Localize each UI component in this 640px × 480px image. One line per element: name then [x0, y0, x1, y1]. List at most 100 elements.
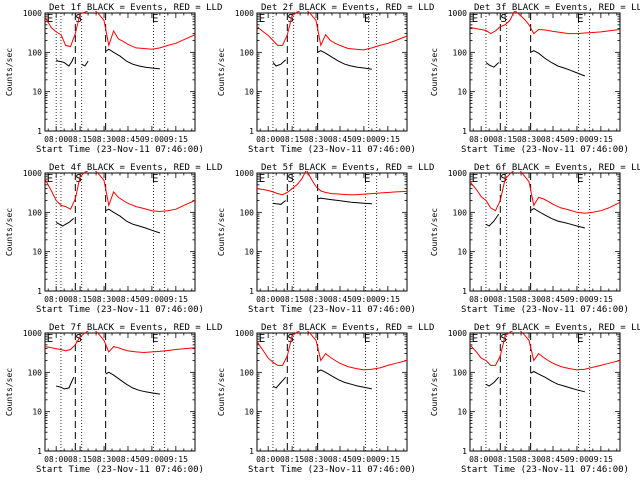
x-axis-label: Start Time (23-Nov-11 07:46:00)	[461, 305, 629, 315]
y-tick-label: 10	[457, 408, 467, 417]
x-tick-label: 08:30	[92, 295, 116, 304]
x-tick-label: 08:45	[328, 455, 352, 464]
marker-e: E	[364, 332, 371, 345]
y-tick-label: 100	[240, 208, 255, 217]
plot-frame	[44, 12, 196, 132]
x-tick-label: 08:45	[116, 135, 140, 144]
x-tick-label: 08:00	[44, 295, 68, 304]
y-tick-label: 100	[28, 48, 43, 57]
y-tick-label: 1	[249, 127, 254, 136]
x-tick-label: 09:00	[565, 135, 589, 144]
y-axis-label: Counts/sec	[217, 48, 226, 96]
x-tick-label: 09:15	[589, 135, 613, 144]
y-tick-label: 10	[457, 248, 467, 257]
marker-e: E	[577, 332, 584, 345]
x-tick-label: 08:45	[116, 295, 140, 304]
y-tick-label: 10	[244, 88, 254, 97]
x-tick-label: 08:30	[92, 455, 116, 464]
chart-title: Det 8f BLACK = Events, RED = LLD	[261, 323, 434, 333]
x-tick-label: 09:15	[376, 295, 400, 304]
y-tick-label: 10	[244, 248, 254, 257]
y-tick-label: 1	[462, 447, 467, 456]
x-axis-label: Start Time (23-Nov-11 07:46:00)	[36, 465, 204, 475]
x-tick-label: 08:45	[328, 135, 352, 144]
x-tick-label: 09:15	[589, 295, 613, 304]
x-tick-label: 09:15	[376, 135, 400, 144]
y-tick-label: 1	[37, 447, 42, 456]
marker-e: E	[364, 172, 371, 185]
series-line-lld	[45, 171, 195, 213]
x-tick-label: 08:00	[44, 135, 68, 144]
x-tick-label: 08:15	[280, 455, 304, 464]
y-axis-label: Counts/sec	[5, 208, 14, 256]
y-tick-label: 1000	[235, 329, 254, 338]
x-tick-label: 09:15	[164, 295, 188, 304]
y-axis-label: Counts/sec	[5, 48, 14, 96]
panel-det-5: Det 5f BLACK = Events, RED = LLD 1 10 100 10…	[217, 163, 434, 315]
marker-e: E	[259, 172, 266, 185]
y-axis-label: Counts/sec	[5, 368, 14, 416]
x-tick-label: 08:15	[68, 455, 92, 464]
x-tick-label: 08:30	[304, 135, 328, 144]
series-line-events	[272, 200, 287, 205]
series-line-lld	[45, 331, 195, 354]
chart-title: Det 7f BLACK = Events, RED = LLD	[49, 323, 222, 333]
marker-s: S	[287, 12, 294, 25]
y-axis-label: Counts/sec	[217, 368, 226, 416]
marker-e: E	[364, 12, 371, 25]
chart-title: Det 4f BLACK = Events, RED = LLD	[49, 163, 222, 173]
x-tick-label: 08:00	[256, 295, 280, 304]
x-tick-label: 08:00	[469, 135, 493, 144]
x-tick-label: 09:00	[352, 135, 376, 144]
marker-s: S	[500, 332, 507, 345]
x-tick-label: 08:30	[304, 455, 328, 464]
panel-det-1: Det 1f BLACK = Events, RED = LLD 1 10 100 10…	[5, 3, 222, 155]
x-tick-label: 08:45	[116, 455, 140, 464]
y-tick-label: 1	[37, 127, 42, 136]
x-axis-label: Start Time (23-Nov-11 07:46:00)	[36, 305, 204, 315]
y-tick-label: 10	[32, 408, 42, 417]
y-tick-label: 1000	[23, 329, 42, 338]
x-tick-label: 08:45	[541, 455, 565, 464]
marker-e: E	[47, 332, 54, 345]
series-line-events	[272, 59, 287, 67]
y-tick-label: 1000	[448, 9, 467, 18]
marker-s: S	[500, 12, 507, 25]
x-tick-label: 08:15	[493, 295, 517, 304]
marker-e: E	[152, 12, 159, 25]
x-tick-label: 08:00	[469, 455, 493, 464]
x-tick-label: 08:45	[541, 135, 565, 144]
y-tick-label: 10	[457, 88, 467, 97]
panel-det-4: Det 4f BLACK = Events, RED = LLD 1 10 100 10…	[5, 163, 222, 315]
panel-det-6: Det 6f BLACK = Events, RED = LLD 1 10 100 10…	[430, 163, 640, 315]
plot-frame	[256, 12, 408, 132]
marker-e: E	[577, 12, 584, 25]
x-axis-label: Start Time (23-Nov-11 07:46:00)	[248, 465, 416, 475]
panel-det-2: Det 2f BLACK = Events, RED = LLD 1 10 100 10…	[217, 3, 434, 155]
x-axis-label: Start Time (23-Nov-11 07:46:00)	[248, 145, 416, 155]
series-line-events	[55, 218, 75, 227]
x-tick-label: 09:15	[164, 455, 188, 464]
series-line-lld	[45, 11, 195, 50]
series-line-events	[530, 207, 586, 229]
y-tick-label: 10	[244, 408, 254, 417]
chart-title: Det 9f BLACK = Events, RED = LLD	[474, 323, 640, 333]
y-tick-label: 100	[240, 368, 255, 377]
plot-frame	[256, 172, 408, 292]
y-tick-label: 100	[453, 48, 468, 57]
chart-title: Det 2f BLACK = Events, RED = LLD	[261, 3, 434, 13]
panel-det-9: Det 9f BLACK = Events, RED = LLD 1 10 100 10…	[430, 323, 640, 475]
x-tick-label: 08:15	[493, 135, 517, 144]
y-tick-label: 1000	[23, 169, 42, 178]
x-tick-label: 09:15	[164, 135, 188, 144]
marker-e: E	[47, 172, 54, 185]
marker-e: E	[152, 332, 159, 345]
y-tick-label: 100	[453, 208, 468, 217]
series-line-events	[56, 376, 75, 390]
y-tick-label: 1	[462, 127, 467, 136]
marker-s: S	[287, 172, 294, 185]
x-tick-label: 09:00	[352, 455, 376, 464]
x-tick-label: 08:30	[517, 455, 541, 464]
chart-title: Det 5f BLACK = Events, RED = LLD	[261, 163, 434, 173]
y-tick-label: 1000	[235, 169, 254, 178]
